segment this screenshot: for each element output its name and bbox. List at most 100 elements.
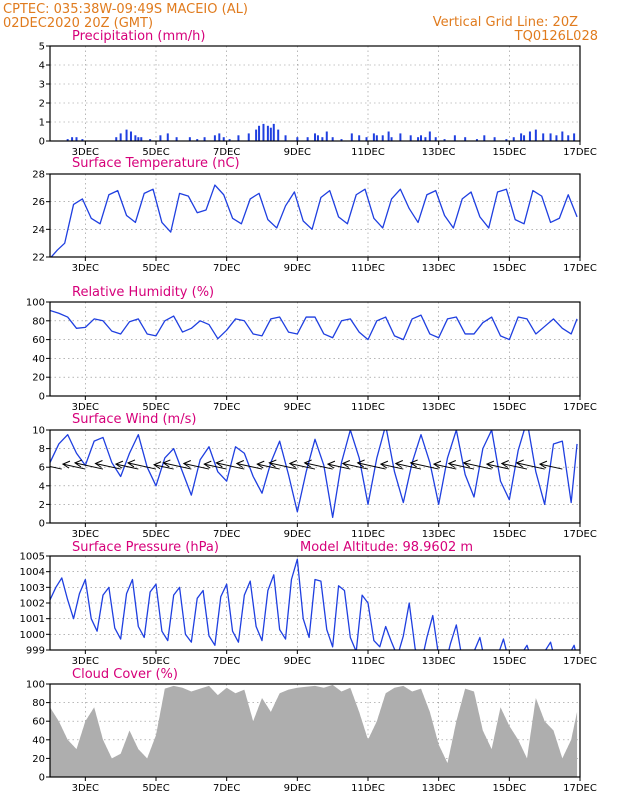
wind-vector-head [515, 459, 524, 468]
precipitation-bar [129, 131, 132, 141]
temperature-xtick-label: 7DEC [213, 263, 240, 274]
cloud-cover-data [50, 684, 579, 777]
precipitation-bar [573, 133, 576, 141]
wind-title: Surface Wind (m/s) [72, 412, 196, 427]
wind-vector [183, 463, 210, 470]
precipitation-bar [188, 137, 191, 141]
cloud-cover-ytick-label: 40 [32, 735, 45, 746]
wind-vector [539, 463, 563, 470]
precipitation-bar [428, 131, 431, 141]
precipitation-bar [222, 137, 225, 141]
precipitation-bar [277, 129, 280, 141]
precipitation-bar [493, 137, 496, 141]
temperature-xtick-label: 13DEC [422, 263, 456, 274]
precipitation-bar [350, 133, 353, 141]
temperature-panel: 22 24 26 28 3DEC 5DEC 7DEC 9DEC 11DEC 13DEC 15DEC 1… [32, 156, 597, 274]
cloud-cover-xtick-label: 7DEC [213, 783, 240, 794]
precipitation-xtick-label: 11DEC [351, 147, 385, 158]
wind-vector-head [235, 460, 244, 468]
cloud-cover-ytick-label: 100 [26, 680, 45, 691]
cloud-cover-ytick-label: 20 [32, 754, 45, 765]
cloud-cover-xtick-label: 11DEC [351, 783, 385, 794]
header-station: CPTEC: 035:38W-09:49S MACEIO (AL) [3, 2, 248, 17]
humidity-xtick-label: 11DEC [351, 402, 385, 413]
temperature-line [50, 184, 578, 257]
temperature-xtick-label: 5DEC [142, 263, 169, 274]
wind-vector-head [485, 460, 495, 469]
precipitation-bar [203, 137, 206, 141]
pressure-xtick-label: 17DEC [563, 656, 597, 667]
cloud-cover-xtick-label: 3DEC [72, 783, 99, 794]
precipitation-bar [561, 131, 564, 141]
precipitation-bar [296, 137, 299, 141]
precipitation-bar [149, 139, 152, 141]
precipitation-bar [372, 133, 375, 141]
wind-vector-head [268, 459, 277, 468]
wind-vector [410, 462, 439, 470]
precipitation-bar [542, 133, 545, 141]
humidity-title: Relative Humidity (%) [72, 285, 214, 300]
precipitation-bar [306, 137, 309, 141]
pressure-xtick-label: 7DEC [213, 656, 240, 667]
precipitation-xtick-label: 5DEC [142, 147, 169, 158]
pressure-ytick-label: 1003 [20, 583, 45, 594]
wind-xtick-label: 3DEC [72, 529, 99, 540]
wind-xtick-label: 5DEC [142, 529, 169, 540]
header-run-time: 02DEC2020 20Z (GMT) [3, 16, 153, 31]
humidity-ytick-label: 0 [39, 392, 45, 403]
wind-vector-head [341, 460, 350, 468]
precipitation-bar [528, 131, 531, 141]
wind-vector [62, 463, 86, 470]
header-model: TQ0126L028 [514, 29, 598, 44]
precipitation-data [66, 123, 576, 141]
wind-vector [115, 463, 139, 470]
precipitation-bar [534, 129, 537, 141]
wind-vector-head [162, 459, 171, 468]
precipitation-bar [555, 135, 558, 141]
temperature-ytick-label: 22 [32, 253, 45, 264]
precipitation-bar [331, 137, 334, 141]
precipitation-bar [255, 129, 258, 141]
wind-line [50, 430, 578, 519]
pressure-ytick-label: 999 [26, 646, 45, 657]
wind-xtick-label: 9DEC [284, 529, 311, 540]
humidity-ytick-label: 100 [26, 298, 45, 309]
precipitation-panel: 0 1 2 3 4 5 3DEC 5DEC 7DEC 9DEC 11DEC 13DEC 15DEC 17D… [39, 29, 597, 158]
wind-xtick-label: 13DEC [422, 529, 456, 540]
cloud-cover-xtick-label: 9DEC [284, 783, 311, 794]
precipitation-xtick-label: 15DEC [492, 147, 526, 158]
precipitation-bar [119, 133, 122, 141]
humidity-xtick-label: 17DEC [563, 402, 597, 413]
precipitation-bar [272, 123, 275, 141]
pressure-ytick-label: 1000 [20, 630, 45, 641]
precipitation-frame [49, 45, 581, 142]
wind-vector-head [203, 460, 212, 469]
precipitation-xtick-label: 9DEC [284, 147, 311, 158]
precipitation-bar [262, 123, 265, 141]
precipitation-xtick-label: 3DEC [72, 147, 99, 158]
pressure-xtick-label: 11DEC [351, 656, 385, 667]
wind-ytick-label: 10 [32, 426, 45, 437]
temperature-xtick-label: 9DEC [284, 263, 311, 274]
precipitation-bar [166, 133, 169, 141]
wind-vector [448, 463, 475, 470]
wind-vector [433, 463, 457, 470]
humidity-xtick-label: 3DEC [72, 402, 99, 413]
precipitation-bar [434, 137, 437, 141]
pressure-title: Surface Pressure (hPa) [72, 540, 219, 555]
temperature-xtick-label: 11DEC [351, 263, 385, 274]
precipitation-bar [75, 137, 78, 141]
precipitation-bar [365, 137, 368, 141]
wind-ytick-label: 8 [39, 444, 45, 455]
wind-vector [257, 463, 280, 470]
precipitation-bar [464, 137, 467, 141]
precipitation-bar [81, 139, 84, 141]
wind-vector [204, 463, 227, 470]
humidity-xtick-label: 7DEC [213, 402, 240, 413]
wind-xtick-label: 17DEC [563, 529, 597, 540]
wind-vector-head [153, 461, 162, 470]
humidity-panel: 0 20 40 60 80 100 3DEC 5DEC 7DEC 9DEC 11DEC 13DEC 15… [26, 285, 597, 413]
precipitation-bar [218, 133, 221, 141]
precipitation-ytick-label: 4 [39, 61, 45, 72]
precipitation-ytick-label: 0 [39, 137, 45, 148]
